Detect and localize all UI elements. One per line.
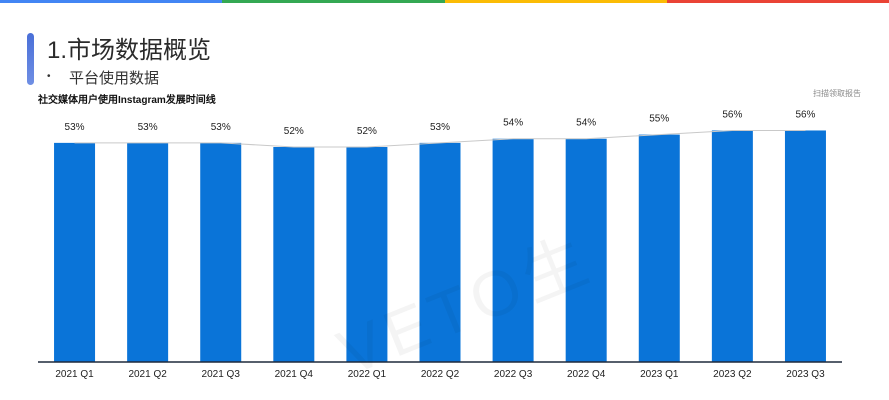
x-tick-label: 2021 Q2: [128, 369, 167, 380]
value-label: 55%: [649, 114, 669, 125]
x-tick-label: 2022 Q2: [421, 369, 460, 380]
bar-2022-q2: [419, 142, 461, 362]
value-labels-group: 53% 53% 53% 52% 52% 53% 54% 54% 55% 56% 56%: [65, 109, 816, 137]
bar-2021-q3: [200, 142, 242, 362]
value-label: 54%: [503, 118, 523, 129]
x-tick-label: 2022 Q1: [348, 369, 387, 380]
x-tick-label: 2023 Q3: [786, 369, 825, 380]
bar-2021-q4: [273, 147, 315, 362]
x-tick-label: 2023 Q2: [713, 369, 752, 380]
stripe-yellow: [444, 0, 667, 3]
bar-2022-q3: [492, 138, 534, 362]
value-label: 53%: [138, 122, 158, 133]
stripe-blue: [0, 0, 223, 3]
stripe-green: [222, 0, 445, 3]
x-tick-labels-group: 2021 Q1 2021 Q2 2021 Q3 2021 Q4 2022 Q1 2022 …: [55, 369, 825, 380]
scan-note: 扫描领取报告: [813, 89, 861, 98]
value-label: 53%: [65, 122, 85, 133]
top-color-stripe: [0, 0, 889, 3]
section-subtitle: 平台使用数据: [69, 70, 160, 87]
trend-line: [74, 129, 806, 148]
value-label: 52%: [357, 126, 377, 137]
page-title: 1.市场数据概览: [47, 37, 212, 64]
x-tick-label: 2022 Q3: [494, 369, 533, 380]
title-accent-bar: [27, 33, 34, 85]
stripe-red: [666, 0, 889, 3]
bar-2022-q1: [346, 147, 388, 362]
x-tick-label: 2023 Q1: [640, 369, 679, 380]
value-label: 54%: [576, 118, 596, 129]
bar-2021-q1: [54, 142, 96, 362]
x-tick-label: 2022 Q4: [567, 369, 606, 380]
value-label: 52%: [284, 126, 304, 137]
value-label: 53%: [211, 122, 231, 133]
value-label: 56%: [795, 109, 815, 120]
x-tick-label: 2021 Q1: [55, 369, 94, 380]
chart-title: 社交媒体用户使用Instagram发展时间线: [38, 95, 216, 106]
bar-2023-q3: [784, 130, 826, 362]
bar-2023-q2: [711, 130, 753, 362]
bullet-dot: •: [47, 71, 51, 82]
x-tick-label: 2021 Q4: [275, 369, 314, 380]
value-label: 53%: [430, 122, 450, 133]
bar-2023-q1: [638, 134, 680, 362]
bar-2021-q2: [127, 142, 169, 362]
bar-2022-q4: [565, 138, 607, 362]
x-tick-label: 2021 Q3: [202, 369, 241, 380]
value-label: 56%: [722, 109, 742, 120]
bars-group: [54, 130, 826, 362]
